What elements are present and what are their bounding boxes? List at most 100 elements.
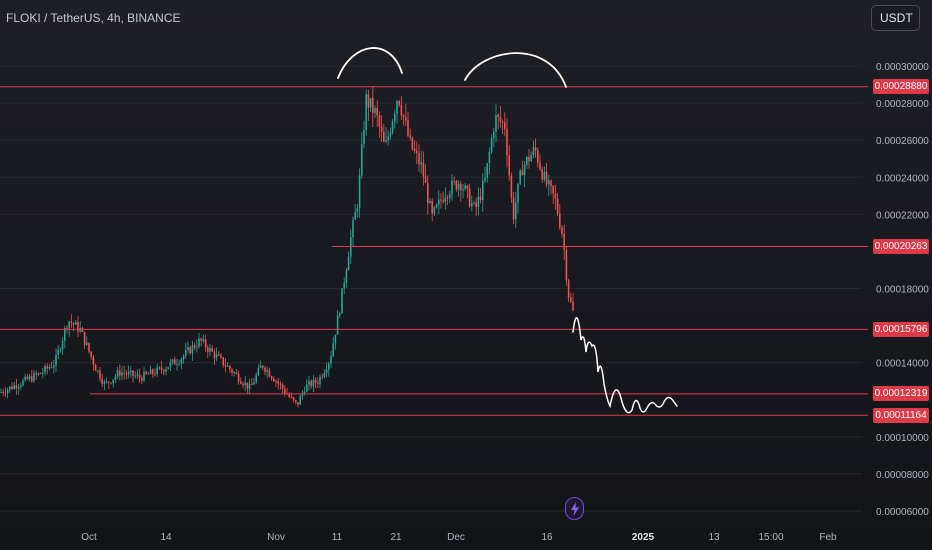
candle-body: [50, 367, 53, 369]
candle-body: [565, 249, 568, 281]
candle-body: [299, 396, 301, 405]
candle-body: [244, 382, 246, 386]
candle-body: [365, 94, 367, 131]
candle-body: [191, 345, 194, 354]
candle-body: [288, 394, 290, 397]
candle-body: [207, 347, 209, 352]
candle-body: [97, 370, 99, 372]
symbol-title[interactable]: FLOKI / TetherUS, 4h, BINANCE: [6, 11, 181, 25]
candle-body: [156, 367, 158, 375]
candle-body: [563, 233, 565, 250]
candle-body: [226, 365, 229, 367]
candle-body: [284, 389, 286, 394]
candle-body: [64, 328, 66, 341]
drawing-projection-path[interactable]: [572, 317, 678, 414]
currency-button[interactable]: USDT: [871, 5, 920, 31]
candle-body: [211, 347, 213, 352]
candle-body: [512, 197, 515, 220]
horizontal-levels[interactable]: [0, 86, 868, 416]
candle-body: [559, 213, 561, 228]
candle-body: [297, 402, 299, 405]
candle-body: [374, 108, 376, 113]
candle-body: [213, 351, 216, 359]
candle-body: [255, 375, 257, 383]
candle-body: [145, 371, 147, 374]
candle-body: [464, 185, 466, 190]
grid: [0, 65, 862, 512]
candle-body: [501, 121, 504, 123]
candle-body: [387, 136, 389, 141]
candle-body: [442, 200, 444, 202]
candle-body: [158, 367, 161, 369]
candle-body: [369, 98, 372, 108]
lightning-button[interactable]: [565, 497, 584, 520]
candle-body: [319, 376, 321, 385]
candle-body: [200, 338, 202, 341]
time-tick-label: 15:00: [758, 532, 783, 543]
candle-body: [352, 219, 354, 238]
candle-body: [28, 376, 31, 380]
candle-body: [44, 366, 46, 373]
candle-body: [277, 381, 279, 384]
candle-body: [548, 180, 550, 185]
drawing-arc-left[interactable]: [337, 47, 403, 79]
candle-body: [88, 342, 90, 352]
candle-body: [545, 171, 548, 185]
candle-body: [543, 171, 546, 180]
time-tick-label: 13: [708, 532, 720, 543]
candle-body: [123, 372, 125, 374]
candle-body: [17, 386, 20, 389]
candle-body: [440, 199, 442, 201]
candle-body: [554, 193, 557, 199]
candles: [0, 86, 574, 408]
candle-body: [572, 301, 574, 311]
candle-body: [99, 370, 101, 380]
candle-body: [339, 313, 341, 316]
candle-body: [363, 130, 365, 145]
candle-body: [116, 370, 119, 377]
candle-body: [121, 372, 123, 376]
candle-body: [160, 367, 163, 370]
candle-body: [290, 396, 293, 398]
candle-body: [416, 150, 418, 153]
candle-body: [281, 384, 284, 390]
candle-body: [33, 373, 35, 382]
candle-body: [42, 372, 44, 374]
drawings[interactable]: [337, 47, 678, 414]
candle-body: [424, 176, 427, 183]
candle-body: [266, 370, 268, 372]
candle-body: [444, 197, 447, 202]
candle-body: [4, 392, 7, 394]
candle-body: [22, 380, 24, 386]
candle-body: [134, 375, 136, 377]
candle-body: [466, 185, 469, 189]
candle-body: [347, 256, 350, 271]
candle-body: [354, 212, 356, 220]
candle-body: [334, 334, 337, 344]
candle-body: [570, 297, 572, 302]
candle-body: [202, 339, 205, 341]
candle-body: [152, 369, 154, 374]
candle-body: [222, 357, 224, 366]
candle-body: [383, 131, 385, 142]
drawing-arc-right[interactable]: [464, 52, 567, 88]
price-tick-label: 0.00014000: [876, 359, 929, 370]
time-axis[interactable]: Oct 14 Nov 11 21 Dec 16 2025 13 15:00 Feb: [81, 532, 837, 543]
price-level-badge: 0.00012319: [873, 386, 929, 402]
price-tick-label: 0.00028000: [876, 99, 929, 110]
candle-body: [48, 367, 51, 369]
candle-body: [275, 381, 277, 383]
price-axis[interactable]: 0.00030000 0.00028000 0.00026000 0.00024000…: [876, 62, 929, 518]
price-level-badge: 0.00028880: [873, 79, 929, 95]
candle-body: [526, 156, 528, 165]
candle-body: [328, 363, 330, 370]
candle-body: [493, 131, 495, 139]
candle-body: [26, 376, 29, 380]
candle-body: [504, 122, 506, 129]
candle-body: [86, 342, 88, 345]
candle-body: [398, 101, 400, 105]
candle-body: [449, 194, 451, 198]
candle-body: [325, 369, 328, 373]
